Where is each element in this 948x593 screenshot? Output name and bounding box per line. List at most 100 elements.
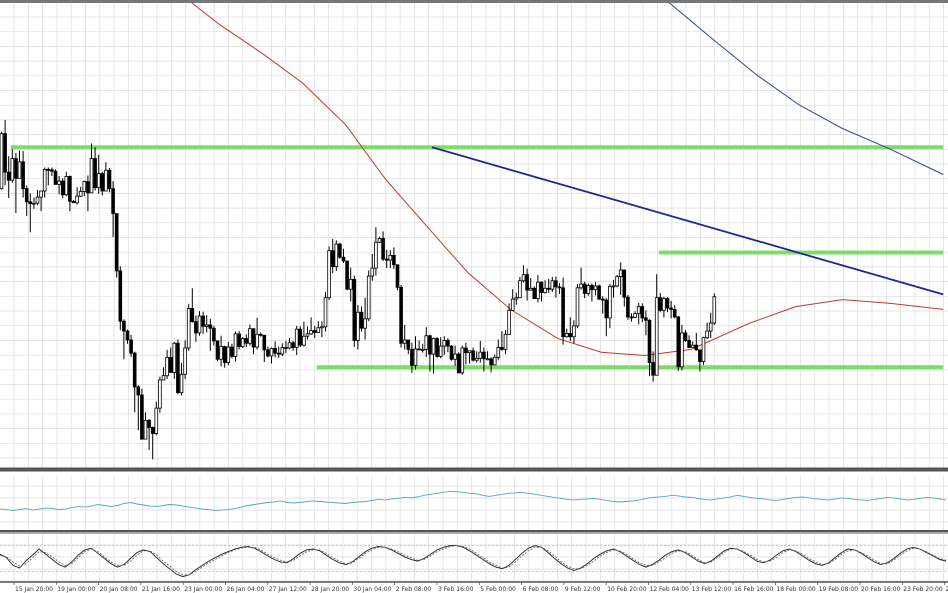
candle [161,367,166,381]
candle-body [237,333,241,347]
candle [446,338,450,353]
candle-body [316,327,321,333]
candle-body [251,328,256,348]
candle [100,171,105,196]
candle-body [201,315,205,327]
candle [532,286,537,300]
candle [215,340,220,362]
candle-body [651,362,655,376]
x-tick-label: 12 Feb 04:00 [650,586,690,593]
candle-body [381,238,385,260]
candle-body [597,285,601,300]
candle-body [428,335,432,355]
candle-body [186,308,191,349]
candle [629,313,634,322]
candle [507,303,511,335]
candle-body [122,320,126,332]
candle-body [456,353,461,374]
candle-body [140,394,144,440]
candle [597,284,601,301]
candle [219,335,223,367]
candle-body [111,188,115,214]
candle-body [114,213,119,272]
candle-body [626,296,630,318]
candle [431,337,436,374]
candle [399,284,403,348]
candle-body [86,181,90,194]
candle-body [0,133,4,190]
candle [28,193,33,233]
chart-grid [0,3,948,582]
x-tick-label: 16 Feb 16:00 [734,586,774,593]
candle-body [294,328,299,348]
candle [21,151,25,198]
candle-body [708,322,713,332]
x-tick-label: 30 Jan 04:00 [353,586,391,593]
candle-body [590,285,594,291]
candle [57,175,61,195]
candle [96,154,101,194]
candle-body [230,346,234,357]
candle-body [222,346,227,363]
candle [402,324,407,350]
descending-trendline [431,146,944,296]
candle-body [197,315,202,334]
candle-body [532,287,537,300]
candle [208,318,213,351]
candle-body [417,348,421,351]
candle [244,334,249,348]
candle [129,334,133,357]
candle [194,315,198,342]
candle-body [370,267,375,277]
candle-body [608,285,612,319]
candle-body [89,158,94,194]
candle [14,152,18,214]
x-tick-label: 2 Feb 08:00 [396,586,432,593]
candle-body [518,280,522,299]
candle-body [136,386,141,396]
candle [708,312,713,339]
candle-body [435,338,439,357]
candle [53,169,58,185]
candle-body [21,161,25,190]
candle-body [636,306,641,315]
candle-body [640,306,645,319]
x-tick-label: 27 Jan 12:00 [269,586,307,593]
candle [406,339,411,355]
candle [168,347,173,373]
candle-body [352,278,357,341]
candle [575,284,580,329]
candle-body [312,330,317,333]
candle-body [100,173,105,192]
candle [24,185,29,216]
candle-body [395,264,400,288]
candle [410,342,414,373]
candle [64,171,69,197]
candle-body [14,158,18,179]
candle [579,267,583,290]
candle-body [82,181,87,192]
candle [273,341,277,358]
candle [201,311,205,334]
candle-body [118,270,123,322]
candle [356,305,360,350]
candle [564,328,569,338]
candle [701,336,706,365]
top-border [0,0,948,3]
candle [388,250,393,269]
candle [460,345,465,375]
candle [543,280,547,294]
candle-body [172,342,177,373]
candle-body [42,168,47,192]
candle-body [510,298,515,311]
candle [172,341,177,379]
candle [712,293,717,325]
candle [615,275,619,288]
candle [525,268,529,301]
candle-body [453,353,457,360]
candle-body [546,287,551,290]
candle [539,281,544,302]
candle-body [503,333,508,350]
x-tick-label: 20 Feb 16:00 [861,586,901,593]
